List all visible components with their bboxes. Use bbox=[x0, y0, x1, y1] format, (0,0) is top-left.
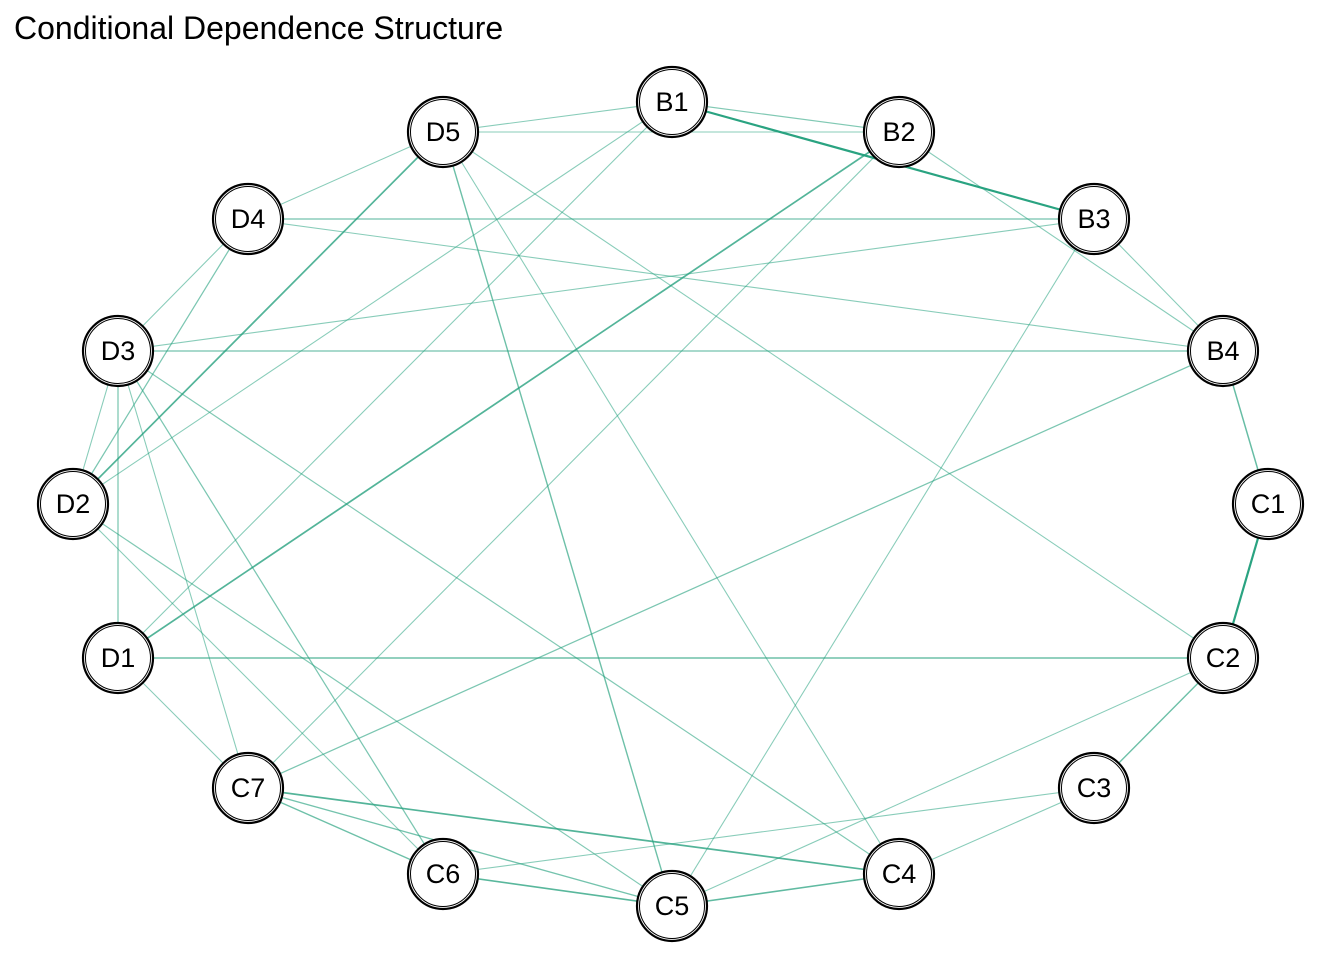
node-b1: B1 bbox=[635, 65, 709, 139]
node-ring bbox=[866, 841, 932, 907]
node-circle bbox=[1057, 182, 1131, 256]
node-label: B4 bbox=[1206, 336, 1239, 366]
node-ring bbox=[1061, 186, 1127, 252]
node-d4: D4 bbox=[211, 182, 285, 256]
edge-d3-c4 bbox=[117, 350, 900, 875]
node-circle bbox=[862, 837, 936, 911]
node-circle bbox=[862, 95, 936, 169]
edge-d2-c6 bbox=[72, 503, 444, 875]
node-d3: D3 bbox=[81, 314, 155, 388]
node-c6: C6 bbox=[406, 837, 480, 911]
edge-c6-c3 bbox=[442, 787, 1095, 875]
edge-b2-c7 bbox=[247, 131, 900, 789]
node-circle bbox=[1057, 751, 1131, 825]
edge-d5-c5 bbox=[442, 131, 673, 907]
edge-b3-c5 bbox=[671, 218, 1095, 907]
node-ring bbox=[215, 755, 281, 821]
edge-c6-c5 bbox=[442, 873, 673, 907]
edge-c5-c2 bbox=[671, 657, 1224, 907]
edge-d5-c4 bbox=[442, 131, 900, 875]
node-c4: C4 bbox=[862, 837, 936, 911]
node-ring bbox=[410, 99, 476, 165]
node-ring bbox=[85, 318, 151, 384]
node-circle bbox=[1186, 621, 1260, 695]
node-ring bbox=[866, 99, 932, 165]
node-ring bbox=[1190, 318, 1256, 384]
node-label: D1 bbox=[101, 643, 136, 673]
node-c5: C5 bbox=[635, 869, 709, 943]
node-b4: B4 bbox=[1186, 314, 1260, 388]
node-circle bbox=[1231, 467, 1305, 541]
node-label: B3 bbox=[1077, 204, 1110, 234]
node-ring bbox=[1235, 471, 1301, 537]
edge-d3-c7 bbox=[117, 350, 249, 789]
node-label: C3 bbox=[1077, 773, 1112, 803]
node-ring bbox=[40, 471, 106, 537]
edge-d1-b1 bbox=[117, 101, 673, 659]
edge-c5-c4 bbox=[671, 873, 900, 907]
edge-d3-c6 bbox=[117, 350, 444, 875]
edge-c7-c4 bbox=[247, 787, 900, 875]
edge-b1-b2 bbox=[671, 101, 900, 133]
node-ring bbox=[215, 186, 281, 252]
nodes-layer: B1 B2 B3 B4 C1 C2 C3 C4 C5 C6 C7 D1 D2 D3 D4 D5 bbox=[36, 65, 1305, 943]
edge-d3-b3 bbox=[117, 218, 1095, 352]
edge-d2-d5 bbox=[72, 131, 444, 505]
node-circle bbox=[81, 314, 155, 388]
node-b2: B2 bbox=[862, 95, 936, 169]
edge-d4-b4 bbox=[247, 218, 1224, 352]
node-c3: C3 bbox=[1057, 751, 1131, 825]
node-c7: C7 bbox=[211, 751, 285, 825]
node-label: C2 bbox=[1206, 643, 1241, 673]
node-c2: C2 bbox=[1186, 621, 1260, 695]
node-ring bbox=[410, 841, 476, 907]
edge-d5-c2 bbox=[442, 131, 1224, 659]
node-circle bbox=[211, 751, 285, 825]
node-circle bbox=[36, 467, 110, 541]
node-d2: D2 bbox=[36, 467, 110, 541]
node-label: D4 bbox=[231, 204, 266, 234]
node-label: C5 bbox=[655, 891, 690, 921]
node-ring bbox=[1190, 625, 1256, 691]
node-circle bbox=[81, 621, 155, 695]
node-d1: D1 bbox=[81, 621, 155, 695]
node-b3: B3 bbox=[1057, 182, 1131, 256]
node-ring bbox=[639, 873, 705, 939]
node-circle bbox=[406, 837, 480, 911]
edge-d4-d2 bbox=[72, 218, 249, 505]
node-circle bbox=[406, 95, 480, 169]
node-ring bbox=[1061, 755, 1127, 821]
edge-d1-b2 bbox=[117, 131, 900, 659]
node-ring bbox=[639, 69, 705, 135]
node-circle bbox=[635, 65, 709, 139]
node-label: D2 bbox=[56, 489, 91, 519]
node-circle bbox=[1186, 314, 1260, 388]
node-label: B2 bbox=[882, 117, 915, 147]
node-label: D5 bbox=[426, 117, 461, 147]
node-circle bbox=[635, 869, 709, 943]
node-label: B1 bbox=[655, 87, 688, 117]
edge-d5-b1 bbox=[442, 101, 673, 133]
node-c1: C1 bbox=[1231, 467, 1305, 541]
node-label: C4 bbox=[882, 859, 917, 889]
node-circle bbox=[211, 182, 285, 256]
edge-c7-b4 bbox=[247, 350, 1224, 789]
edge-d2-b1 bbox=[72, 101, 673, 505]
edge-d2-c5 bbox=[72, 503, 673, 907]
chart-title: Conditional Dependence Structure bbox=[14, 10, 504, 46]
node-label: C6 bbox=[426, 859, 461, 889]
node-d5: D5 bbox=[406, 95, 480, 169]
node-label: C1 bbox=[1251, 489, 1286, 519]
node-ring bbox=[85, 625, 151, 691]
node-label: C7 bbox=[231, 773, 266, 803]
edge-b2-b4 bbox=[898, 131, 1224, 352]
node-label: D3 bbox=[101, 336, 136, 366]
